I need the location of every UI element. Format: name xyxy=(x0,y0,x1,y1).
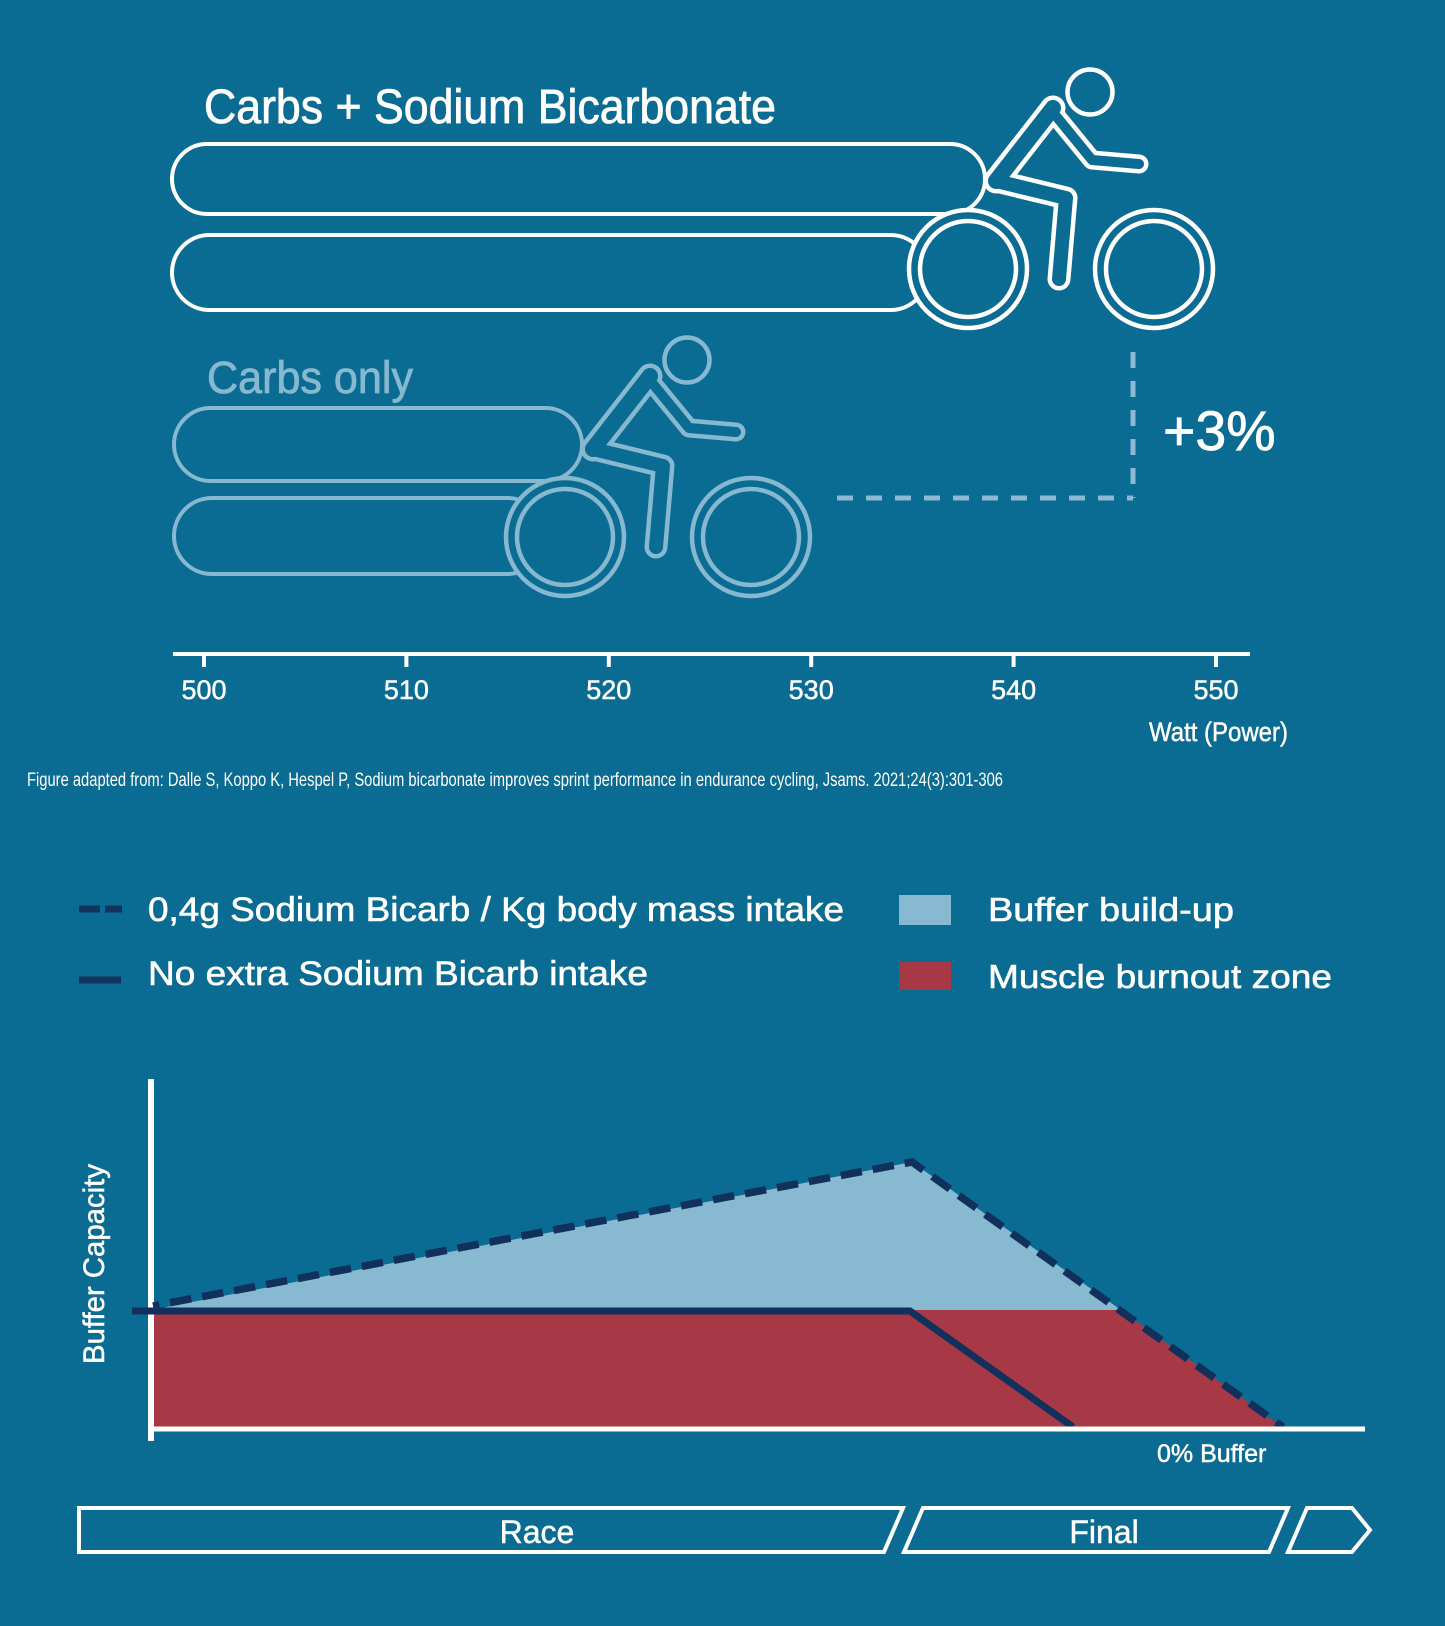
svg-text:Muscle burnout zone: Muscle burnout zone xyxy=(988,959,1332,996)
svg-text:510: 510 xyxy=(384,675,429,705)
svg-text:Watt (Power): Watt (Power) xyxy=(1149,717,1288,747)
svg-text:0,4g Sodium Bicarb / Kg body m: 0,4g Sodium Bicarb / Kg body mass intake xyxy=(148,891,844,929)
svg-text:500: 500 xyxy=(181,675,226,705)
svg-text:520: 520 xyxy=(586,675,631,705)
svg-text:Buffer Capacity: Buffer Capacity xyxy=(78,1164,111,1364)
svg-text:Figure adapted from: Dalle S,: Figure adapted from: Dalle S, Koppo K, H… xyxy=(27,770,1003,791)
svg-text:Carbs + Sodium Bicarbonate: Carbs + Sodium Bicarbonate xyxy=(204,81,776,134)
svg-text:Buffer build-up: Buffer build-up xyxy=(988,892,1234,929)
svg-text:540: 540 xyxy=(991,675,1036,705)
svg-text:Race: Race xyxy=(500,1514,575,1550)
svg-text:No extra Sodium Bicarb intake: No extra Sodium Bicarb intake xyxy=(148,955,648,993)
svg-text:Carbs only: Carbs only xyxy=(207,352,413,403)
svg-text:550: 550 xyxy=(1193,675,1238,705)
svg-text:Final: Final xyxy=(1069,1514,1138,1550)
svg-text:0% Buffer: 0% Buffer xyxy=(1157,1440,1266,1468)
svg-text:530: 530 xyxy=(789,675,834,705)
svg-text:+3%: +3% xyxy=(1163,400,1276,462)
